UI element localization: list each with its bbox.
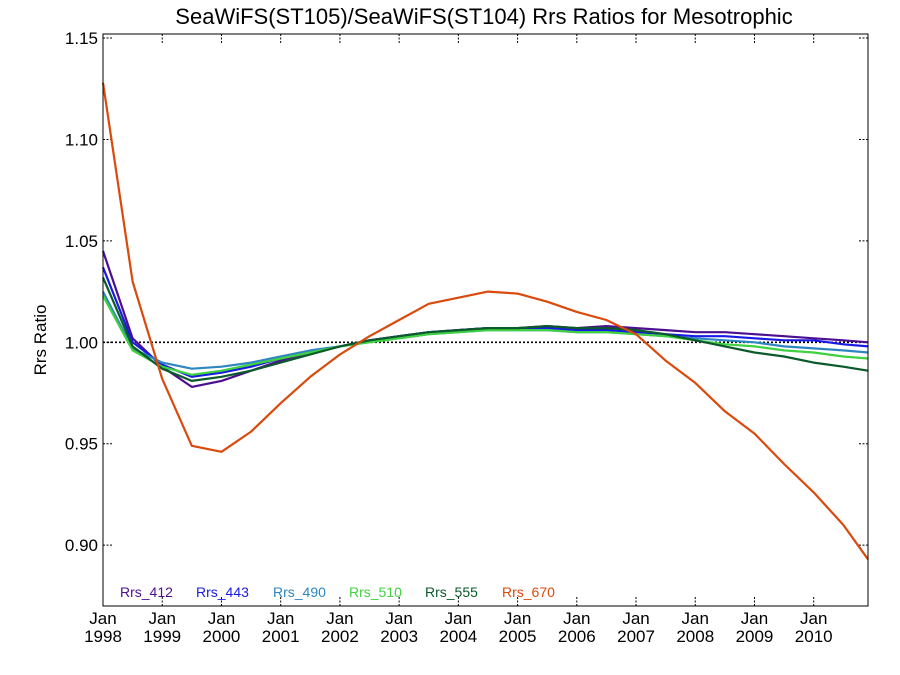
x-tick-label-month: Jan — [800, 609, 827, 628]
y-tick-labels: 0.90 0.95 1.00 1.05 1.10 1.15 — [65, 29, 98, 555]
x-tick-label-month: Jan — [622, 609, 649, 628]
x-tick-label-year: 2008 — [676, 627, 714, 646]
series-lines — [101, 82, 869, 560]
x-tick-labels: Jan1998Jan1999Jan2000Jan2001Jan2002Jan20… — [84, 609, 833, 646]
legend-entry-rrs-490: Rrs_490 — [273, 584, 326, 600]
series-line-rrs-443 — [101, 266, 869, 378]
x-tick-label-year: 2007 — [617, 627, 655, 646]
x-tick-label-month: Jan — [208, 609, 235, 628]
chart-title: SeaWiFS(ST105)/SeaWiFS(ST104) Rrs Ratios… — [175, 4, 792, 29]
x-tick-label-year: 2010 — [795, 627, 833, 646]
x-tick-label-year: 2002 — [321, 627, 359, 646]
series-line-rrs-510 — [102, 295, 869, 376]
y-tick-label: 1.05 — [65, 232, 98, 251]
x-tick-label-month: Jan — [504, 609, 531, 628]
plot-frame — [102, 33, 869, 607]
series-line-rrs-670 — [101, 82, 869, 560]
x-tick-label-month: Jan — [385, 609, 412, 628]
y-axis-label: Rrs Ratio — [31, 305, 50, 376]
x-tick-label-month: Jan — [741, 609, 768, 628]
x-tick-label-year: 2006 — [558, 627, 596, 646]
x-tick-label-year: 2000 — [203, 627, 241, 646]
x-tick-label-month: Jan — [326, 609, 353, 628]
legend: Rrs_412 Rrs_443 Rrs_490 Rrs_510 Rrs_555 Rrs_6… — [120, 584, 555, 600]
legend-entry-rrs-443: Rrs_443 — [196, 584, 249, 600]
legend-entry-rrs-670: Rrs_670 — [502, 584, 555, 600]
x-tick-label-year: 2001 — [262, 627, 300, 646]
x-tick-label-month: Jan — [149, 609, 176, 628]
x-tick-label-year: 2005 — [499, 627, 537, 646]
tick-marks — [102, 34, 868, 606]
x-tick-label-month: Jan — [89, 609, 116, 628]
y-tick-label: 0.90 — [65, 536, 98, 555]
x-tick-label-year: 2004 — [439, 627, 477, 646]
x-tick-label-year: 2003 — [380, 627, 418, 646]
y-tick-label: 1.15 — [65, 29, 98, 48]
series-line-rrs-555 — [101, 276, 869, 382]
x-tick-label-year: 2009 — [736, 627, 774, 646]
legend-entry-rrs-510: Rrs_510 — [349, 584, 402, 600]
x-tick-label-year: 1999 — [143, 627, 181, 646]
y-tick-label: 0.95 — [65, 435, 98, 454]
legend-entry-rrs-555: Rrs_555 — [425, 584, 478, 600]
x-tick-label-month: Jan — [267, 609, 294, 628]
x-tick-label-month: Jan — [563, 609, 590, 628]
y-tick-label: 1.00 — [65, 333, 98, 352]
x-tick-label-year: 1998 — [84, 627, 122, 646]
legend-entry-rrs-412: Rrs_412 — [120, 584, 173, 600]
x-tick-label-month: Jan — [445, 609, 472, 628]
y-tick-label: 1.10 — [65, 130, 98, 149]
x-tick-label-month: Jan — [682, 609, 709, 628]
